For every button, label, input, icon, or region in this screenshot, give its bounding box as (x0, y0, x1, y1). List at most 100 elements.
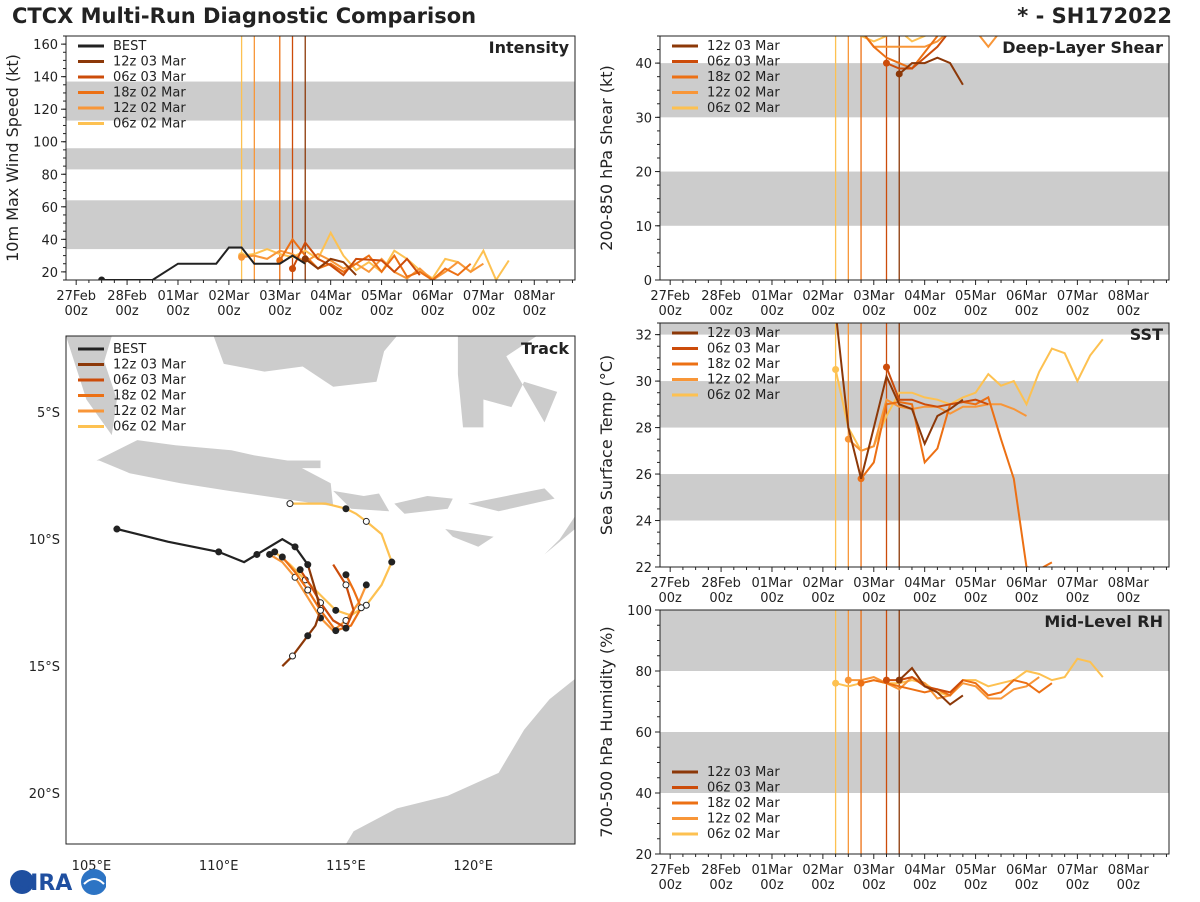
legend-label: 18z 02 Mar (707, 357, 780, 372)
x-tick-date: 27Feb (650, 576, 690, 591)
legend-label: 06z 03 Mar (707, 55, 780, 70)
series-line (291, 240, 421, 277)
x-tick-date: 27Feb (650, 863, 690, 878)
x-tick-hour: 00z (658, 304, 682, 319)
track-point (362, 581, 370, 589)
track-point (215, 548, 223, 556)
x-tick-hour: 00z (862, 591, 886, 606)
panel-rh: 2040608010027Feb00z28Feb00z01Mar00z02Mar… (597, 604, 1170, 893)
x-tick-hour: 00z (370, 304, 394, 319)
panel-shear: 01020304027Feb00z28Feb00z01Mar00z02Mar00… (597, 35, 1170, 319)
x-tick-date: 06Mar (1006, 576, 1048, 591)
x-tick-date: 02Mar (802, 576, 844, 591)
y-tick-label: 140 (33, 71, 58, 86)
y-tick-label: 100 (627, 604, 652, 619)
y-tick-label: 28 (635, 422, 652, 437)
lon-tick-label: 120°E (453, 859, 493, 874)
legend-label: BEST (113, 342, 146, 357)
legend-label: 12z 02 Mar (707, 812, 780, 827)
series-line (848, 675, 1040, 700)
panel-title: Intensity (489, 38, 570, 57)
series-line (898, 666, 964, 706)
series-line (860, 678, 1053, 697)
y-tick-label: 120 (33, 103, 58, 118)
land-madura (287, 460, 321, 469)
x-tick-hour: 00z (1066, 304, 1090, 319)
y-tick-label: 10 (635, 220, 652, 235)
x-tick-date: 05Mar (955, 863, 997, 878)
x-tick-date: 27Feb (650, 289, 690, 304)
logo-globe-icon (10, 870, 34, 894)
legend-label: 12z 03 Mar (113, 55, 186, 70)
series-start-point (98, 276, 106, 280)
x-tick-date: 08Mar (1108, 863, 1150, 878)
panel-sst: 22242628303227Feb00z28Feb00z01Mar00z02Ma… (597, 322, 1170, 606)
x-tick-date: 03Mar (853, 863, 895, 878)
x-tick-date: 03Mar (853, 289, 895, 304)
plot-background (660, 323, 1169, 567)
land-sumba (445, 529, 494, 547)
land-sumatra (66, 336, 117, 436)
x-tick-hour: 00z (862, 878, 886, 893)
x-tick-date: 05Mar (955, 289, 997, 304)
x-tick-hour: 00z (1117, 878, 1141, 893)
threshold-band (660, 171, 1169, 226)
x-tick-hour: 00z (862, 304, 886, 319)
y-tick-label: 40 (635, 787, 652, 802)
x-tick-date: 06Mar (412, 289, 454, 304)
panel-title: Deep-Layer Shear (1002, 38, 1163, 57)
land-borneo (213, 336, 397, 387)
legend-label: 18z 02 Mar (707, 796, 780, 811)
x-tick-hour: 00z (268, 304, 292, 319)
series-start-point (832, 679, 840, 687)
series-start-point (895, 70, 903, 78)
cira-logo: CIRA (6, 866, 107, 898)
land-java (96, 440, 334, 507)
x-tick-date: 04Mar (904, 576, 946, 591)
storm-id: * - SH172022 (1017, 4, 1172, 28)
track-point (304, 586, 312, 594)
x-tick-hour: 00z (319, 304, 343, 319)
legend-label: 12z 02 Mar (113, 404, 186, 419)
threshold-band (660, 63, 1169, 118)
legend-label: 06z 02 Mar (707, 101, 780, 116)
page-title: CTCX Multi-Run Diagnostic Comparison (12, 4, 477, 28)
x-tick-date: 05Mar (955, 576, 997, 591)
legend-label: 06z 03 Mar (707, 781, 780, 796)
x-tick-hour: 00z (658, 591, 682, 606)
x-tick-date: 01Mar (157, 289, 199, 304)
track-point (362, 517, 370, 525)
land-flores (468, 488, 555, 512)
x-tick-date: 06Mar (1006, 289, 1048, 304)
x-tick-date: 02Mar (802, 863, 844, 878)
lat-tick-label: 15°S (29, 660, 60, 675)
x-tick-hour: 00z (217, 304, 241, 319)
x-tick-hour: 00z (523, 304, 547, 319)
land-sulawesi (457, 336, 558, 428)
x-tick-date: 02Mar (208, 289, 250, 304)
threshold-band (66, 148, 575, 170)
series-start-point (883, 59, 891, 67)
legend-label: 12z 03 Mar (707, 39, 780, 54)
x-tick-hour: 00z (913, 304, 937, 319)
track-point (113, 525, 121, 533)
y-tick-label: 40 (635, 57, 652, 72)
x-tick-date: 28Feb (107, 289, 147, 304)
y-tick-label: 24 (635, 515, 652, 530)
series-start-point (844, 676, 852, 684)
x-tick-date: 01Mar (751, 576, 793, 591)
x-tick-hour: 00z (709, 878, 733, 893)
y-axis-label: 700-500 hPa Humidity (%) (597, 626, 616, 837)
series-start-point (857, 679, 865, 687)
x-tick-hour: 00z (760, 304, 784, 319)
legend-label: 12z 02 Mar (707, 373, 780, 388)
x-tick-date: 08Mar (1108, 576, 1150, 591)
y-tick-label: 26 (635, 468, 652, 483)
x-tick-date: 01Mar (751, 863, 793, 878)
logo-seal-icon (81, 869, 107, 895)
series-line (864, 36, 939, 70)
x-tick-hour: 00z (913, 878, 937, 893)
x-tick-hour: 00z (166, 304, 190, 319)
legend-label: 18z 02 Mar (113, 389, 186, 404)
x-tick-date: 07Mar (1057, 863, 1099, 878)
